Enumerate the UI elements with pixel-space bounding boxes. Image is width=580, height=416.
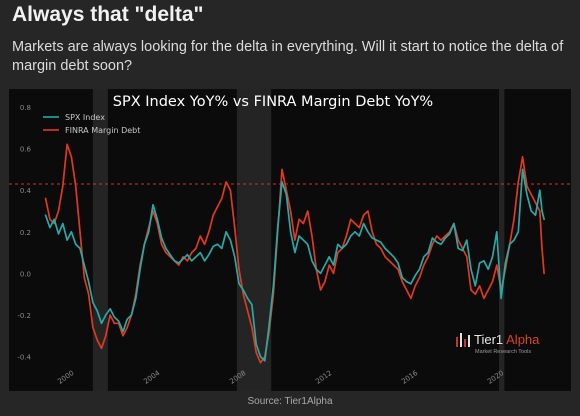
y-tick-label: 0.6 bbox=[20, 146, 32, 154]
logo-tagline: Market Research Tools bbox=[475, 349, 531, 355]
y-tick-label: -0.2 bbox=[17, 312, 31, 320]
legend: SPX Index FINRA Margin Debt bbox=[43, 113, 140, 135]
y-tick-label: 0.8 bbox=[20, 104, 31, 112]
series-line-margin-debt bbox=[44, 143, 545, 364]
chart-title: SPX Index YoY% vs FINRA Margin Debt YoY% bbox=[113, 94, 433, 110]
recession-band bbox=[92, 89, 108, 391]
logo-wordmark: Tier1 Alpha bbox=[474, 332, 540, 347]
watermark-logo: Tier1 Alpha Market Research Tools bbox=[456, 332, 540, 355]
chart-container: 0.8 0.6 0.4 0.2 0.0 -0.2 -0.4 2000 2004 2008 2012… bbox=[9, 89, 571, 391]
logo-brand-accent: Alpha bbox=[506, 332, 540, 347]
recession-band bbox=[498, 89, 505, 391]
source-note: Source: Tier1Alpha bbox=[247, 396, 333, 407]
series-lines bbox=[44, 143, 545, 364]
y-tick-label: 0.4 bbox=[20, 187, 32, 195]
y-tick-label: 0.0 bbox=[20, 270, 31, 278]
series-line-spx bbox=[44, 168, 545, 362]
y-tick-label: 0.2 bbox=[20, 229, 31, 237]
logo-brand-main: Tier1 bbox=[474, 332, 503, 347]
page-title: Always that "delta" bbox=[12, 3, 204, 26]
legend-label-margin: FINRA Margin Debt bbox=[65, 126, 140, 135]
chart-svg: 0.80.60.40.20.0-0.2-0.4 2000 2004 2008 2012… bbox=[9, 89, 571, 391]
y-axis-ticks: 0.8 0.6 0.4 0.2 0.0 -0.2 -0.4 bbox=[17, 104, 31, 362]
y-tick-label: -0.4 bbox=[17, 354, 31, 362]
page-subtitle: Markets are always looking for the delta… bbox=[12, 39, 564, 74]
legend-label-spx: SPX Index bbox=[65, 113, 105, 122]
logo-icon bbox=[456, 333, 470, 347]
